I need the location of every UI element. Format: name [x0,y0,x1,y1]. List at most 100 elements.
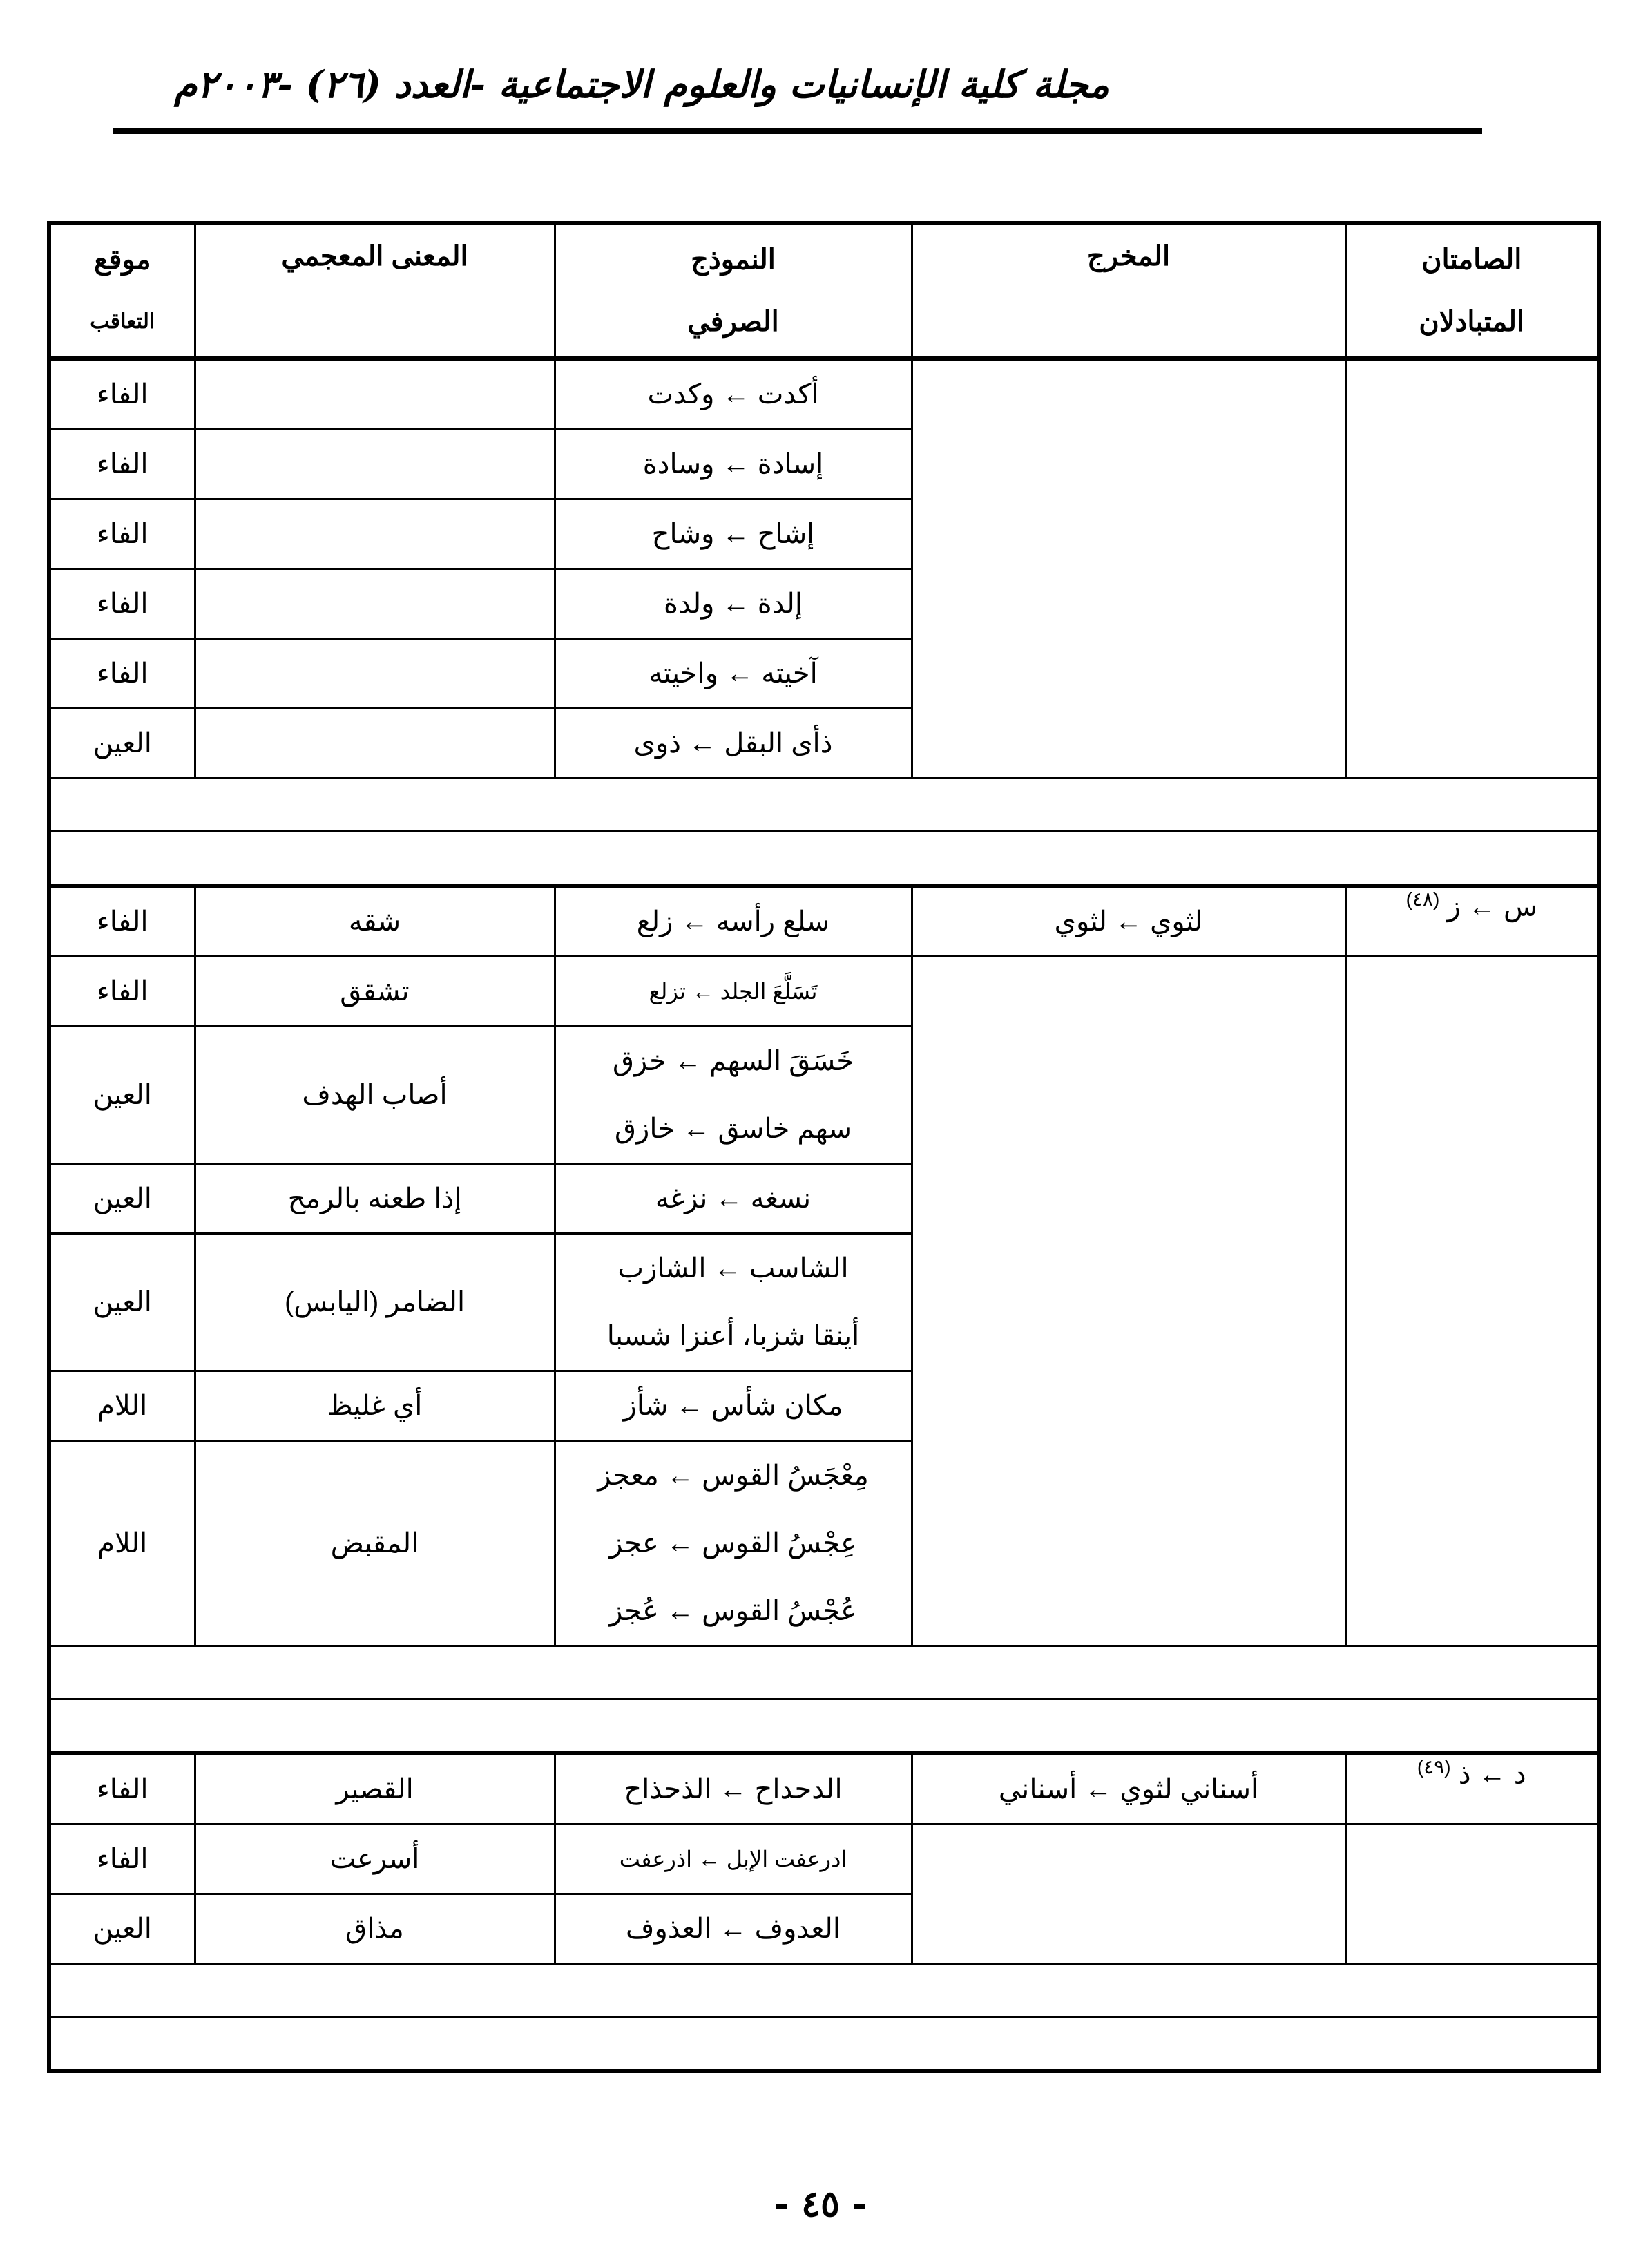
meaning-cell: أي غليظ [193,1370,556,1442]
position-text: الفاء [96,449,148,479]
meaning-cell: الضامر (اليابس) [193,1232,556,1372]
header-position: موقع التعاقب [48,222,196,361]
position-cell: العين [48,1163,196,1235]
form-text: خَسَقَ السهم ← خزق [613,1046,854,1076]
meaning-text: مذاق [345,1914,404,1944]
table-row: الشاسب ← الشازب أينقا شزبا، أعنزا شسبا الض… [48,1232,1599,1372]
morphological-form-cell: إشاح ← وشاح [553,498,913,570]
blank-cell [47,2016,1601,2073]
footnote-ref: (٤٨) [1405,888,1440,910]
blank-cell [47,1963,1601,2018]
meaning-cell [193,357,556,430]
position-text: اللام [97,1391,148,1421]
samitan-text: د ← ذ [1458,1759,1526,1790]
meaning-cell [193,707,556,779]
blank-cell [47,777,1601,832]
morphological-form-cell: نسغه ← نزغه [553,1163,913,1235]
position-cell: العين [48,1893,196,1965]
samitan-cell [1344,955,1600,1647]
position-text: الفاء [96,976,148,1007]
meaning-text: المقبض [330,1528,419,1559]
meaning-cell: تشقق [193,955,556,1027]
header-makhraj: المخرج [910,222,1347,361]
page-number: - ٤٥ - [774,2183,867,2225]
position-cell: اللام [48,1370,196,1442]
makhraj-cell: أسناني لثوي ← أسناني [910,1752,1347,1825]
position-cell: الفاء [48,568,196,640]
table-row: خَسَقَ السهم ← خزق سهم خاسق ← خازق أصاب ال… [48,1025,1599,1165]
title-divider [113,128,1482,134]
makhraj-cell: لثوي ← لثوي [910,884,1347,957]
table-row: العدوف ← العذوف مذاق العين [48,1893,1599,1965]
morphological-form-cell: تَسَلَّعَ الجلد ← تزلع [553,955,913,1027]
table-row: مكان شأس ← شأز أي غليظ اللام [48,1370,1599,1442]
morphological-form-cell: الشاسب ← الشازب أينقا شزبا، أعنزا شسبا [553,1232,913,1372]
meaning-cell: أصاب الهدف [193,1025,556,1165]
table-row: إشاح ← وشاح الفاء [48,498,1599,570]
meaning-cell: شقه [193,884,556,957]
form-text: إسادة ← وسادة [642,449,824,479]
form-text: الشاسب ← الشازب [617,1253,849,1284]
meaning-cell [193,428,556,500]
position-text: اللام [97,1528,148,1559]
meaning-cell: مذاق [193,1893,556,1965]
table-header-row: الصامتان المتبادلان المخرج النموذج الصرفي … [48,222,1600,361]
position-text: العين [93,1914,152,1944]
position-text: الفاء [96,906,148,937]
header-text: المتبادلان [1419,307,1525,337]
position-cell: العين [48,1025,196,1165]
blank-separator-row [47,830,1601,888]
meaning-text: أسرعت [329,1844,420,1874]
table-row: تَسَلَّعَ الجلد ← تزلع تشقق الفاء [48,955,1600,1647]
position-text: الفاء [96,519,148,549]
header-samitan: الصامتان المتبادلان [1344,222,1600,361]
form-text: أكدت ← وكدت [647,379,819,410]
journal-title: مجلة كلية الإنسانيات والعلوم الاجتماعية … [174,62,1110,106]
morphological-form-cell: أكدت ← وكدت [553,357,913,430]
position-cell: العين [48,707,196,779]
blank-separator-row [47,2016,1601,2073]
makhraj-cell [910,1823,1347,1965]
samitan-cell [1344,357,1600,779]
morphological-form-cell: إسادة ← وسادة [553,428,913,500]
position-cell: الفاء [48,357,196,430]
consonant-alternation-table: الصامتان المتبادلان المخرج النموذج الصرفي … [47,221,1601,2073]
blank-separator-row [47,1645,1601,1700]
samitan-cell [1344,1823,1600,1965]
position-cell: اللام [48,1440,196,1647]
position-cell: الفاء [48,638,196,709]
table-row: ادرعفت الإبل ← اذرعفت أسرعت الفاء [48,1823,1600,1965]
position-text: الفاء [96,589,148,619]
meaning-text: أي غليظ [327,1391,423,1421]
position-text: العين [93,1287,152,1317]
meaning-text: الضامر (اليابس) [284,1287,466,1317]
form-text: آخيته ← واخيته [649,658,818,689]
meaning-text: القصير [336,1774,414,1804]
morphological-form-cell: مكان شأس ← شأز [553,1370,913,1442]
meaning-text: تشقق [340,976,410,1007]
form-text: عُجْسُ القوس ← عُجز [609,1596,857,1626]
position-text: الفاء [96,1774,148,1804]
morphological-form-cell: آخيته ← واخيته [553,638,913,709]
form-text: مِعْجَسُ القوس ← معجز [597,1460,869,1491]
meaning-text: إذا طعنه بالرمح [287,1183,462,1214]
form-text: العدوف ← العذوف [626,1914,841,1944]
position-cell: الفاء [48,955,196,1027]
table-row: أكدت ← وكدت الفاء [48,357,1600,779]
morphological-form-cell: الدحداح ← الذحذاح [553,1752,913,1825]
position-cell: الفاء [48,1752,196,1825]
position-text: العين [93,728,152,759]
blank-separator-row [47,1698,1601,1755]
form-text: سهم خاسق ← خازق [615,1114,852,1144]
meaning-cell: القصير [193,1752,556,1825]
footnote-ref: (٤٩) [1417,1756,1451,1778]
header-text: الصرفي [687,307,779,337]
header-meaning: المعنى المعجمي [193,222,556,361]
samitan-cell: د ← ذ (٤٩) [1344,1752,1600,1825]
position-cell: الفاء [48,498,196,570]
table-row: إلدة ← ولدة الفاء [48,568,1599,640]
meaning-cell: إذا طعنه بالرمح [193,1163,556,1235]
form-text: أينقا شزبا، أعنزا شسبا [606,1321,860,1351]
meaning-text: أصاب الهدف [302,1080,448,1110]
table-row: د ← ذ (٤٩) أسناني لثوي ← أسناني الدحداح ← … [48,1752,1600,1825]
